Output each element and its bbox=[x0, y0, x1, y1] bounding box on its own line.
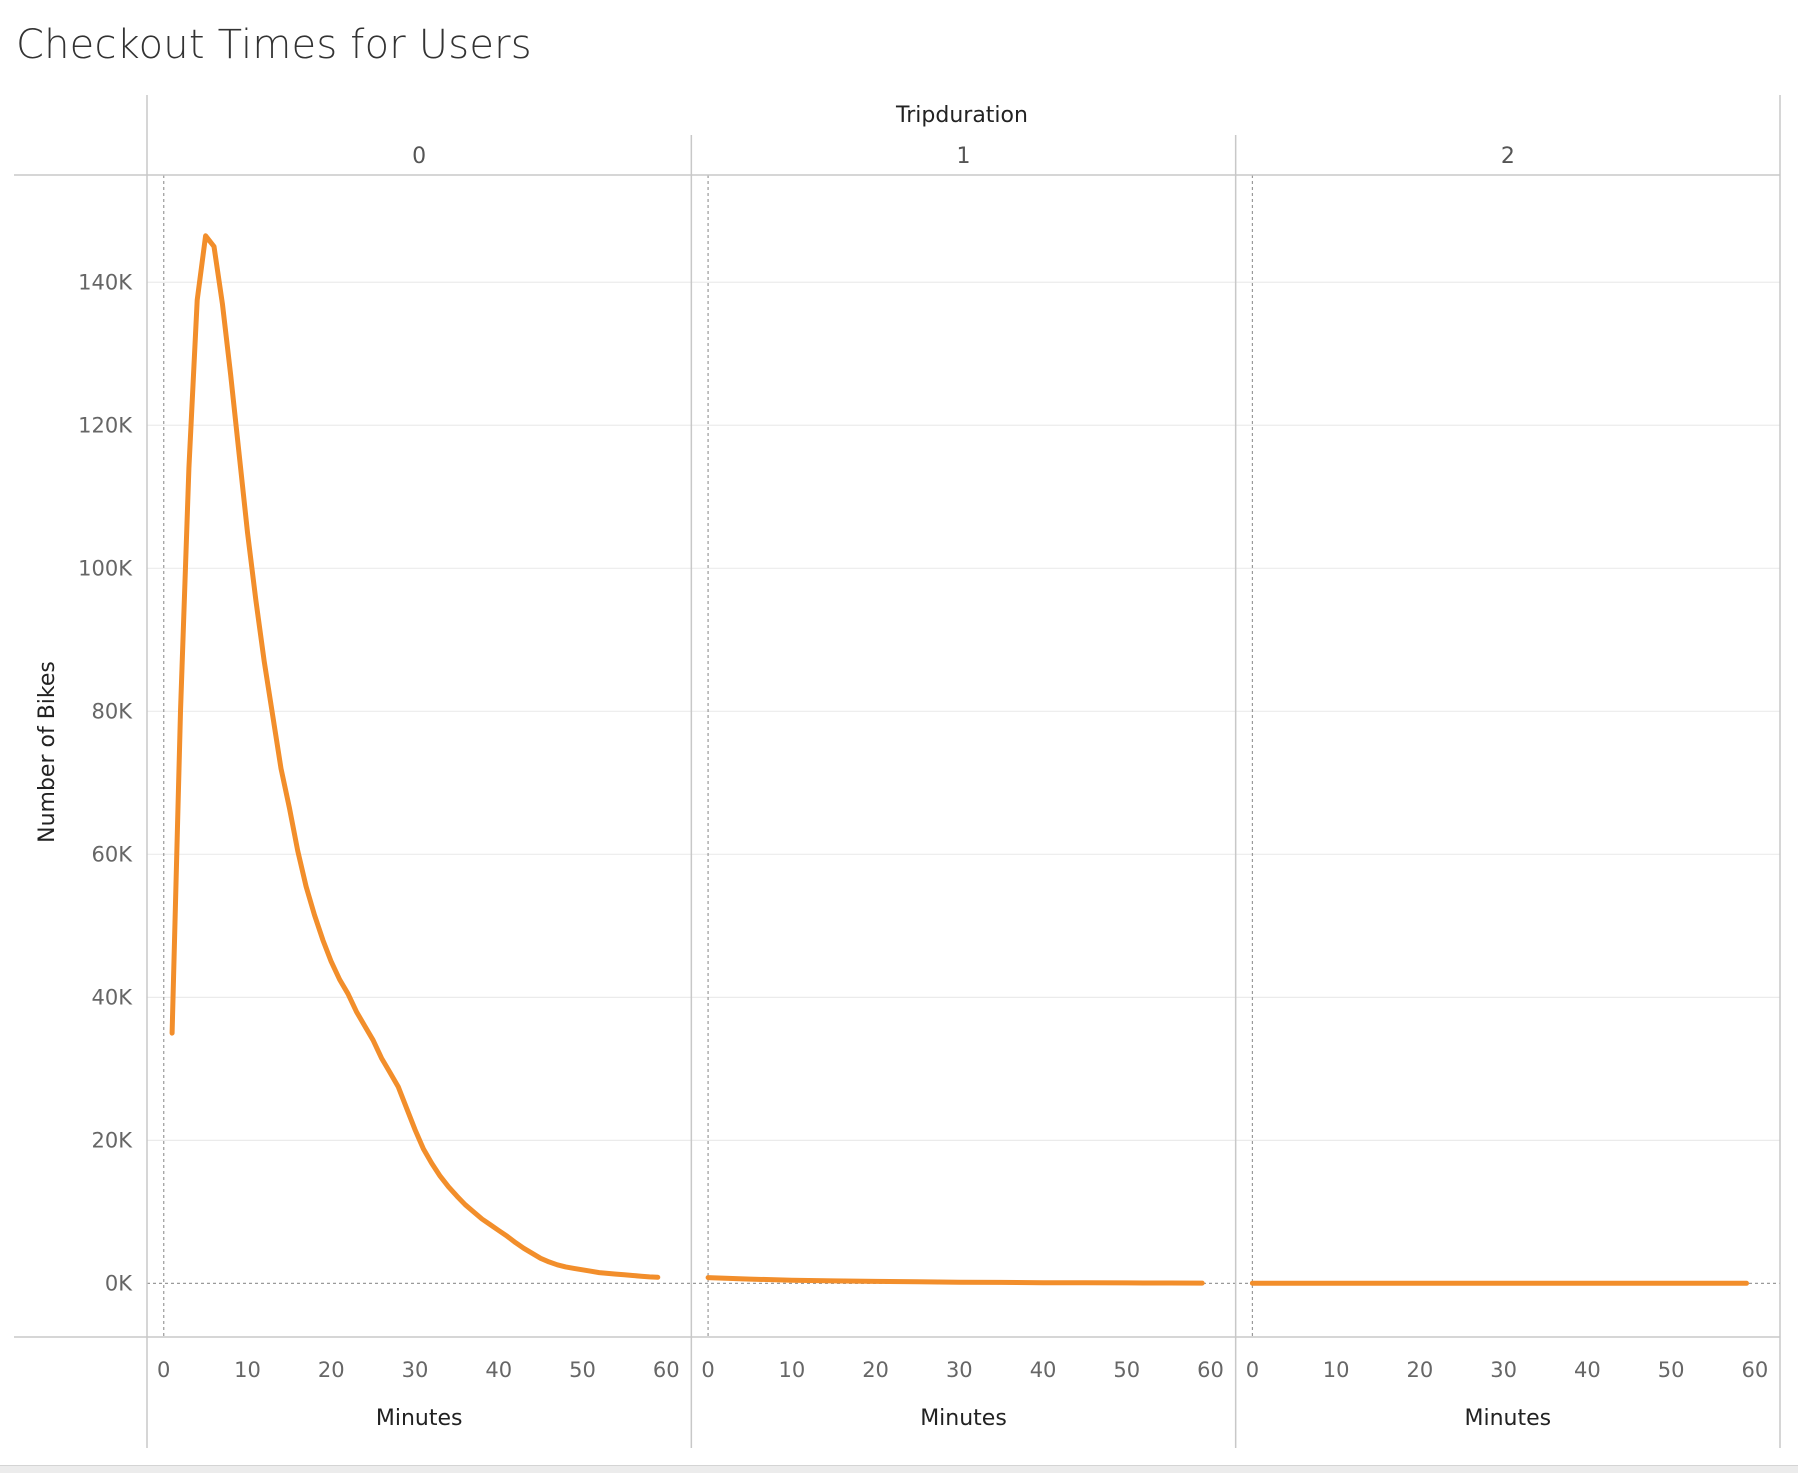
y-tick-label: 80K bbox=[92, 699, 134, 723]
y-tick-label: 120K bbox=[78, 413, 133, 437]
column-header: Tripduration 0 1 2 bbox=[412, 103, 1515, 169]
x-tick-label: 30 bbox=[1490, 1358, 1517, 1382]
x-tick-label: 10 bbox=[778, 1358, 805, 1382]
y-tick-label: 60K bbox=[92, 842, 134, 866]
x-tick-label: 20 bbox=[318, 1358, 345, 1382]
x-tick-label: 40 bbox=[1574, 1358, 1601, 1382]
x-tick-label: 0 bbox=[157, 1358, 170, 1382]
y-tick-label: 140K bbox=[78, 270, 133, 294]
x-tick-label: 60 bbox=[653, 1358, 680, 1382]
y-axis: 0K 20K 40K 60K 80K 100K 120K 140K bbox=[78, 270, 133, 1295]
column-header-title: Tripduration bbox=[895, 103, 1028, 128]
x-axis-title: Minutes bbox=[920, 1406, 1007, 1431]
x-tick-label: 20 bbox=[1407, 1358, 1434, 1382]
x-tick-label: 0 bbox=[1246, 1358, 1259, 1382]
y-tick-label: 40K bbox=[92, 985, 134, 1009]
x-tick-label: 60 bbox=[1742, 1358, 1769, 1382]
x-tick-label: 30 bbox=[402, 1358, 429, 1382]
panel-header-label: 2 bbox=[1501, 144, 1515, 169]
series-line-panel-1 bbox=[708, 1278, 1202, 1284]
grid-layer bbox=[147, 175, 1780, 1337]
x-axis-title: Minutes bbox=[376, 1406, 463, 1431]
series-line-panel-0 bbox=[172, 236, 658, 1278]
x-tick-label: 50 bbox=[1658, 1358, 1685, 1382]
x-tick-label: 40 bbox=[1030, 1358, 1057, 1382]
series-lines bbox=[172, 236, 1746, 1284]
x-tick-label: 10 bbox=[234, 1358, 261, 1382]
x-tick-label: 10 bbox=[1323, 1358, 1350, 1382]
x-tick-label: 60 bbox=[1197, 1358, 1224, 1382]
x-tick-label: 50 bbox=[569, 1358, 596, 1382]
panel-header-label: 1 bbox=[957, 144, 971, 169]
y-tick-label: 0K bbox=[105, 1271, 133, 1295]
panel-header-label: 0 bbox=[412, 144, 426, 169]
x-tick-label: 50 bbox=[1113, 1358, 1140, 1382]
x-tick-label: 20 bbox=[862, 1358, 889, 1382]
y-tick-label: 20K bbox=[92, 1128, 134, 1152]
x-tick-label: 30 bbox=[946, 1358, 973, 1382]
y-axis-title: Number of Bikes bbox=[35, 661, 60, 843]
frame-layer bbox=[14, 95, 1780, 1448]
x-tick-label: 0 bbox=[701, 1358, 714, 1382]
x-axis-title: Minutes bbox=[1465, 1406, 1552, 1431]
x-axes: 0 10 20 30 40 50 60 Minutes 0 10 20 30 40 50 60 Minutes… bbox=[157, 1358, 1768, 1431]
y-tick-label: 100K bbox=[78, 556, 133, 580]
x-tick-label: 40 bbox=[485, 1358, 512, 1382]
